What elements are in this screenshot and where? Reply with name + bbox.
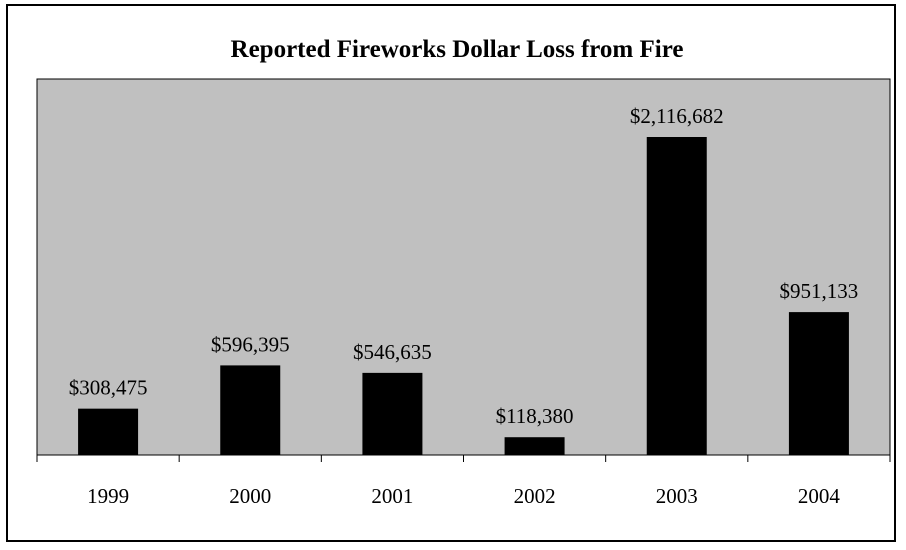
x-tick-label-1999: 1999 — [87, 484, 129, 508]
x-tick-label-2002: 2002 — [514, 484, 556, 508]
data-label-2000: $596,395 — [211, 332, 290, 356]
x-axis — [36, 454, 891, 462]
bars-group — [78, 137, 849, 455]
data-label-2004: $951,133 — [780, 279, 859, 303]
bar-2003 — [646, 137, 707, 455]
plot-area — [36, 78, 891, 456]
x-tick-labels: 1999 2000 2001 2002 2003 2004 — [87, 484, 840, 508]
bar-2002 — [504, 437, 565, 455]
data-labels: $308,475 $596,395 $546,635 $118,380 $2,116,6… — [69, 104, 859, 428]
bar-1999 — [78, 408, 139, 455]
bar-2000 — [220, 365, 281, 455]
chart-title: Reported Fireworks Dollar Loss from Fire — [231, 36, 684, 63]
x-tick-label-2004: 2004 — [798, 484, 841, 508]
data-label-2001: $546,635 — [353, 340, 432, 364]
bar-2001 — [362, 372, 423, 455]
x-tick-label-2000: 2000 — [229, 484, 271, 508]
data-label-1999: $308,475 — [69, 376, 148, 400]
data-label-2002: $118,380 — [496, 404, 574, 428]
bar-2004 — [788, 312, 849, 455]
data-label-2003: $2,116,682 — [630, 104, 724, 128]
x-tick-label-2001: 2001 — [371, 484, 413, 508]
x-tick-label-2003: 2003 — [656, 484, 698, 508]
